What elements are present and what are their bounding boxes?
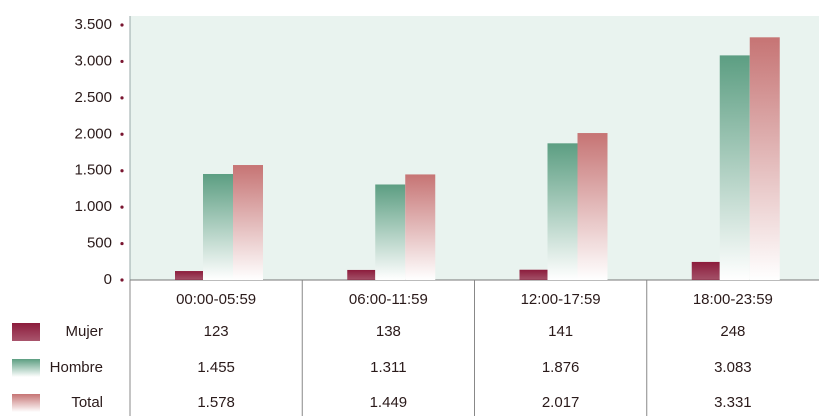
value-label: 138 bbox=[376, 323, 401, 340]
x-tick-label: 00:00-05:59 bbox=[176, 291, 256, 308]
bar bbox=[547, 143, 578, 280]
value-label: 3.083 bbox=[714, 359, 752, 376]
legend-label: Total bbox=[71, 394, 103, 411]
bar bbox=[405, 174, 436, 280]
bar bbox=[577, 133, 608, 280]
value-label: 1.449 bbox=[370, 394, 408, 411]
value-label: 1.455 bbox=[197, 359, 235, 376]
y-tick-label: 2.000 bbox=[74, 125, 112, 142]
x-tick-label: 12:00-17:59 bbox=[521, 291, 601, 308]
value-label: 1.876 bbox=[542, 359, 580, 376]
bar bbox=[749, 37, 780, 280]
bar bbox=[175, 271, 203, 280]
value-label: 123 bbox=[204, 323, 229, 340]
value-label: 141 bbox=[548, 323, 573, 340]
value-label: 3.331 bbox=[714, 394, 752, 411]
y-tick-label: 2.500 bbox=[74, 89, 112, 106]
y-tick-mark bbox=[120, 23, 124, 27]
bar bbox=[233, 165, 263, 280]
x-tick-label: 06:00-11:59 bbox=[349, 291, 428, 308]
y-tick-mark bbox=[120, 132, 124, 136]
y-tick-mark bbox=[120, 96, 124, 100]
legend-label: Hombre bbox=[50, 359, 103, 376]
value-label: 2.017 bbox=[542, 394, 580, 411]
y-tick-mark bbox=[120, 59, 124, 64]
y-tick-label: 3.000 bbox=[74, 52, 112, 69]
value-label: 1.311 bbox=[370, 359, 406, 376]
y-tick-label: 0 bbox=[104, 271, 112, 288]
legend-swatch bbox=[12, 323, 40, 341]
legend-swatch bbox=[12, 359, 40, 377]
x-tick-label: 18:00-23:59 bbox=[693, 291, 773, 308]
bar bbox=[519, 269, 548, 280]
legend-swatch bbox=[12, 394, 40, 412]
y-tick-mark bbox=[120, 278, 124, 282]
bar bbox=[719, 55, 750, 281]
y-tick-label: 1.000 bbox=[74, 198, 112, 215]
bar bbox=[691, 261, 720, 280]
bar bbox=[203, 173, 233, 280]
y-tick-mark bbox=[120, 169, 124, 173]
y-tick-label: 3.500 bbox=[74, 16, 112, 33]
bar bbox=[375, 184, 406, 280]
legend-label: Mujer bbox=[65, 323, 103, 340]
y-tick-label: 1.500 bbox=[74, 162, 112, 179]
value-label: 1.578 bbox=[197, 394, 235, 411]
value-label: 248 bbox=[720, 323, 745, 340]
bar bbox=[347, 269, 376, 280]
y-tick-mark bbox=[120, 241, 124, 246]
y-tick-mark bbox=[120, 205, 124, 209]
y-tick-label: 500 bbox=[87, 235, 112, 252]
